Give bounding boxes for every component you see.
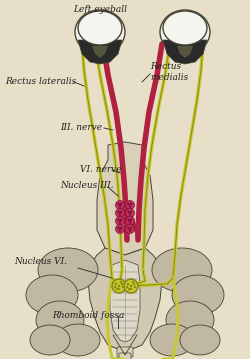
Ellipse shape	[26, 275, 78, 315]
Ellipse shape	[166, 301, 214, 339]
Circle shape	[134, 286, 136, 288]
Circle shape	[118, 285, 120, 287]
Polygon shape	[88, 248, 162, 352]
Circle shape	[129, 213, 131, 216]
Text: Nucleus VI.: Nucleus VI.	[14, 257, 67, 266]
Circle shape	[126, 286, 128, 288]
Ellipse shape	[38, 248, 98, 292]
Circle shape	[116, 288, 118, 290]
Circle shape	[127, 203, 130, 205]
Text: Rhomboid fossa: Rhomboid fossa	[52, 312, 125, 321]
Polygon shape	[177, 46, 193, 58]
Text: Rectus lateralis: Rectus lateralis	[5, 78, 76, 87]
Circle shape	[120, 281, 122, 283]
Circle shape	[127, 211, 130, 213]
Ellipse shape	[75, 10, 125, 54]
Circle shape	[126, 209, 134, 218]
Polygon shape	[97, 142, 153, 255]
Ellipse shape	[160, 10, 210, 54]
Circle shape	[130, 288, 132, 290]
Ellipse shape	[163, 11, 207, 45]
FancyBboxPatch shape	[119, 353, 131, 359]
Circle shape	[119, 205, 121, 208]
Text: III. nerve: III. nerve	[60, 123, 102, 132]
Circle shape	[117, 203, 120, 205]
Ellipse shape	[152, 248, 212, 292]
Circle shape	[112, 279, 126, 293]
Circle shape	[127, 227, 130, 229]
Circle shape	[120, 211, 122, 213]
Circle shape	[127, 219, 130, 221]
Polygon shape	[110, 260, 140, 342]
Circle shape	[129, 229, 131, 232]
FancyBboxPatch shape	[117, 347, 133, 357]
Text: VI. nerve: VI. nerve	[80, 165, 122, 174]
Circle shape	[115, 283, 117, 285]
Circle shape	[130, 227, 132, 229]
Circle shape	[128, 288, 130, 290]
Ellipse shape	[180, 325, 220, 355]
Circle shape	[116, 216, 124, 225]
Circle shape	[120, 227, 122, 229]
Circle shape	[130, 203, 132, 205]
Circle shape	[117, 211, 120, 213]
Circle shape	[126, 216, 134, 225]
Circle shape	[130, 219, 132, 221]
Circle shape	[114, 286, 116, 288]
Circle shape	[130, 285, 132, 287]
Ellipse shape	[78, 11, 122, 45]
Polygon shape	[78, 40, 122, 64]
Circle shape	[126, 200, 134, 210]
Text: Nucleus III.: Nucleus III.	[60, 181, 114, 190]
Circle shape	[116, 224, 124, 233]
Circle shape	[119, 229, 121, 232]
Text: Left eyeball: Left eyeball	[73, 5, 127, 14]
Ellipse shape	[150, 324, 194, 356]
Circle shape	[127, 283, 129, 285]
Circle shape	[119, 221, 121, 224]
Circle shape	[129, 205, 131, 208]
Circle shape	[117, 227, 120, 229]
Ellipse shape	[172, 275, 224, 315]
Polygon shape	[92, 46, 108, 58]
Circle shape	[119, 213, 121, 216]
Circle shape	[117, 219, 120, 221]
Circle shape	[118, 288, 120, 290]
Circle shape	[130, 211, 132, 213]
Circle shape	[116, 209, 124, 218]
Circle shape	[122, 286, 124, 288]
Ellipse shape	[56, 324, 100, 356]
Circle shape	[132, 281, 134, 283]
Circle shape	[121, 283, 123, 285]
Circle shape	[124, 279, 138, 293]
Circle shape	[120, 219, 122, 221]
Ellipse shape	[30, 325, 70, 355]
Polygon shape	[163, 40, 207, 64]
Circle shape	[133, 283, 135, 285]
Circle shape	[129, 221, 131, 224]
Circle shape	[120, 203, 122, 205]
Ellipse shape	[36, 301, 84, 339]
Circle shape	[116, 200, 124, 210]
Circle shape	[126, 224, 134, 233]
Text: Rectus
medialis: Rectus medialis	[150, 62, 188, 82]
